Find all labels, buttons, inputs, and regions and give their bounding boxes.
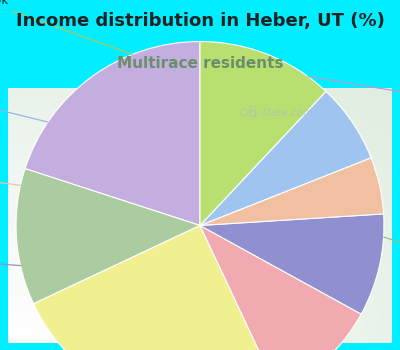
Text: $100k: $100k xyxy=(308,77,400,125)
Wedge shape xyxy=(200,225,361,350)
Text: > $200k: > $200k xyxy=(0,0,132,55)
Text: Income distribution in Heber, UT (%): Income distribution in Heber, UT (%) xyxy=(16,12,384,30)
Text: Multirace residents: Multirace residents xyxy=(117,56,283,71)
Text: $50k: $50k xyxy=(0,245,20,266)
Wedge shape xyxy=(25,42,200,225)
Text: City-Data.com: City-Data.com xyxy=(240,108,314,118)
Text: $40k: $40k xyxy=(0,71,48,122)
Wedge shape xyxy=(34,225,278,350)
Wedge shape xyxy=(200,91,371,225)
Text: $150k: $150k xyxy=(0,155,20,186)
Wedge shape xyxy=(16,169,200,304)
Text: $20k: $20k xyxy=(384,237,400,309)
Wedge shape xyxy=(200,158,384,225)
Wedge shape xyxy=(200,42,326,225)
Wedge shape xyxy=(200,214,384,314)
Text: ⓘ: ⓘ xyxy=(249,105,256,118)
